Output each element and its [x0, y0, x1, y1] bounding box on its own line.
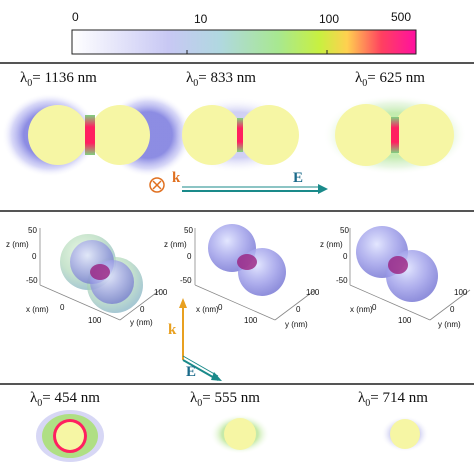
- x-tick-1-100: 100: [88, 316, 102, 325]
- lambda-label-714: λ0= 714 nm: [358, 390, 428, 409]
- k-label-top: k: [172, 170, 181, 186]
- 3d-plot-3: [349, 226, 471, 321]
- z-tick-1-neg50: -50: [26, 276, 38, 285]
- x-tick-2-100: 100: [244, 316, 258, 325]
- field-map-454: [36, 410, 104, 462]
- z-axis-label-1: z (nm): [6, 240, 29, 249]
- y-axis-label-2: y (nm): [285, 320, 308, 329]
- y-tick-3-0: 0: [450, 305, 455, 314]
- colorbar-graphic: [71, 29, 417, 55]
- E-label-top: E: [293, 170, 304, 186]
- lambda-label-833: λ0= 833 nm: [186, 70, 256, 89]
- z-tick-1-0: 0: [32, 252, 37, 261]
- y-tick-2-0: 0: [296, 305, 301, 314]
- z-tick-1-50: 50: [28, 226, 37, 235]
- y-axis-label-1: y (nm): [130, 318, 153, 327]
- z-tick-2-0: 0: [187, 252, 192, 261]
- 3d-plot-2: [194, 224, 316, 321]
- colorbar-tick-100: 100: [319, 12, 340, 26]
- E-label-middle: E: [186, 364, 197, 380]
- z-tick-2-50: 50: [184, 226, 193, 235]
- colorbar-tick-0: 0: [72, 10, 79, 24]
- y-tick-3-100: 100: [454, 288, 468, 297]
- colorbar-tick-10: 10: [194, 12, 208, 26]
- field-map-1136: [2, 93, 192, 177]
- y-tick-1-0: 0: [140, 305, 145, 314]
- divider-middle-top: [0, 210, 474, 212]
- k-E-axis-indicator: [179, 298, 222, 381]
- k-vector-indicator: [149, 177, 165, 193]
- x-axis-label-1: x (nm): [26, 305, 49, 314]
- y-tick-2-100: 100: [306, 288, 320, 297]
- z-tick-3-neg50: -50: [336, 276, 348, 285]
- x-tick-1-0: 0: [60, 303, 65, 312]
- z-tick-3-0: 0: [343, 252, 348, 261]
- lambda-label-555: λ0= 555 nm: [190, 390, 260, 409]
- y-tick-1-100: 100: [154, 288, 168, 297]
- divider-bottom: [0, 383, 474, 385]
- z-axis-label-2: z (nm): [164, 240, 187, 249]
- field-map-625: [323, 95, 467, 175]
- z-axis-label-3: z (nm): [320, 240, 343, 249]
- k-label-middle: k: [168, 322, 177, 338]
- z-tick-3-50: 50: [340, 226, 349, 235]
- field-map-714: [381, 416, 429, 452]
- 3d-plot-1: [39, 228, 161, 321]
- y-axis-label-3: y (nm): [438, 320, 461, 329]
- lambda-label-454: λ0= 454 nm: [30, 390, 100, 409]
- lambda-label-1136: λ0= 1136 nm: [20, 70, 97, 89]
- x-axis-label-2: x (nm): [196, 305, 219, 314]
- E-field-arrow: [182, 184, 328, 194]
- colorbar-tick-500: 500: [391, 10, 412, 24]
- field-map-833: [175, 97, 299, 173]
- z-tick-2-neg50: -50: [180, 276, 192, 285]
- x-tick-2-0: 0: [218, 303, 223, 312]
- x-axis-label-3: x (nm): [350, 305, 373, 314]
- x-tick-3-100: 100: [398, 316, 412, 325]
- lambda-label-625: λ0= 625 nm: [355, 70, 425, 89]
- x-tick-3-0: 0: [372, 303, 377, 312]
- divider-top: [0, 62, 474, 64]
- field-map-555: [210, 414, 270, 454]
